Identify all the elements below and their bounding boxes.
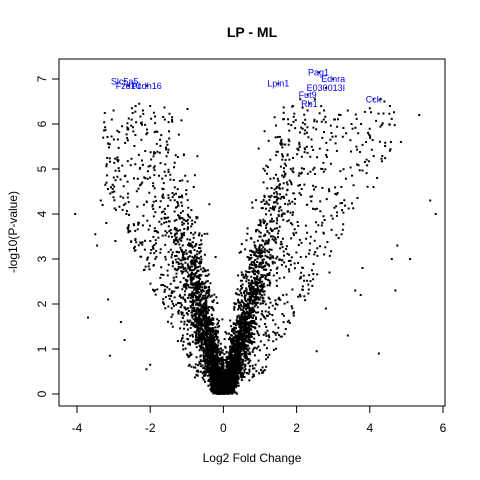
x-axis-label: Log2 Fold Change: [203, 451, 302, 465]
gene-label: Pcdh16: [131, 81, 162, 91]
x-tick-label: 4: [366, 421, 373, 435]
labeled-gene-point: [123, 80, 126, 83]
gene-label: Fut9: [299, 90, 317, 100]
y-tick-label: 7: [35, 75, 49, 82]
labeled-gene-point: [372, 98, 375, 101]
labeled-gene-point: [308, 102, 311, 105]
y-tick-label: 3: [35, 255, 49, 262]
labeled-gene-point: [306, 93, 309, 96]
labeled-gene-point: [277, 82, 280, 85]
labeled-gene-point: [324, 87, 327, 89]
gene-label: E030013I: [307, 83, 346, 93]
gene-label: Lpin1: [267, 79, 289, 89]
data-points: [74, 98, 437, 396]
gene-label: Rb1: [301, 99, 318, 109]
x-axis: -4 -2 0 2 4 6: [72, 405, 447, 435]
gene-label: Slc5a5: [111, 76, 139, 86]
labeled-gene-point: [332, 78, 335, 80]
gene-label: Cck: [366, 94, 382, 104]
gene-label: Ednra: [321, 74, 345, 84]
gene-label: Fzd10: [116, 81, 141, 91]
x-tick-label: -2: [145, 421, 156, 435]
x-tick-label: 6: [440, 421, 447, 435]
x-tick-label: 0: [220, 421, 227, 435]
y-tick-label: 6: [35, 120, 49, 127]
plot-frame: [58, 58, 446, 407]
gene-label: Pag1: [308, 67, 329, 77]
labeled-gene-point: [317, 71, 320, 74]
y-tick-label: 5: [35, 165, 49, 172]
y-tick-label: 4: [35, 210, 49, 217]
x-tick-label: -4: [72, 421, 83, 435]
y-tick-label: 2: [35, 300, 49, 307]
y-axis: 0 1 2 3 4 5 6 7: [35, 75, 60, 397]
chart-title: LP - ML: [227, 24, 278, 40]
labeled-gene-point: [145, 84, 148, 87]
plot-area: [58, 58, 446, 407]
y-axis-label: -log10(P-value): [6, 191, 20, 273]
x-tick-label: 2: [293, 421, 300, 435]
y-tick-label: 0: [35, 390, 49, 397]
y-tick-label: 1: [35, 345, 49, 352]
labeled-gene-point: [127, 84, 130, 87]
volcano-point-cloud: [74, 98, 437, 396]
